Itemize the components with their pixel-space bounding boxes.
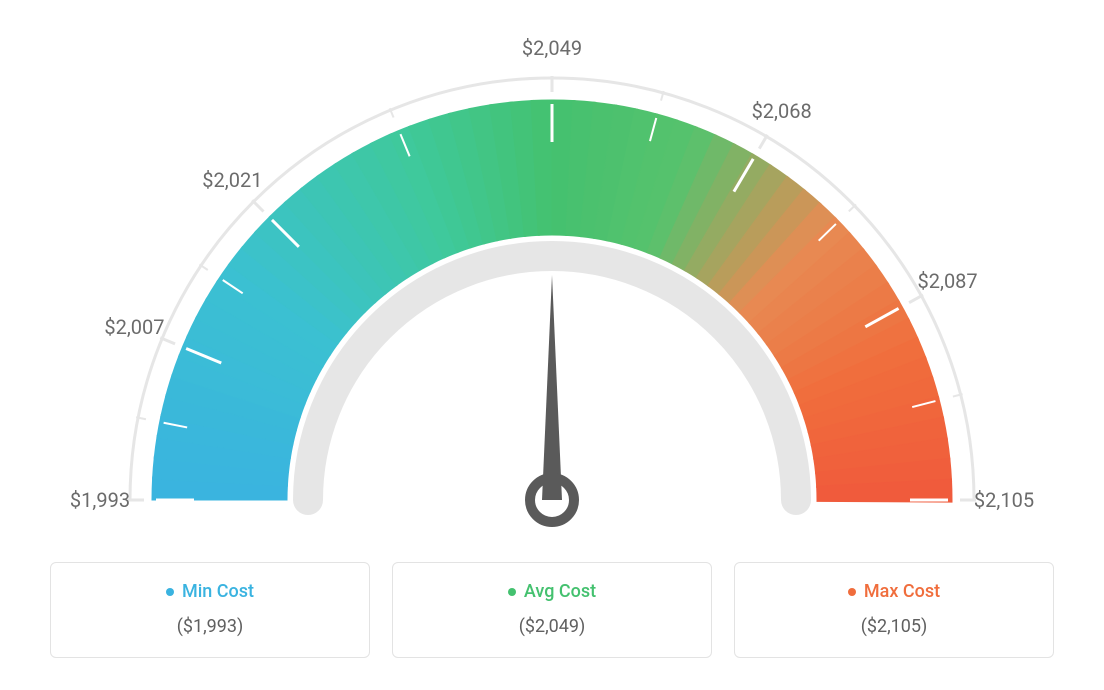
legend-dot-min [166,588,174,596]
legend-label-min: Min Cost [182,581,254,602]
legend-value-avg: ($2,049) [393,616,711,637]
gauge-tick-label: $1,993 [70,488,130,512]
legend-value-min: ($1,993) [51,616,369,637]
legend-dot-avg [508,588,516,596]
legend-title-max: Max Cost [848,581,940,602]
legend-card-avg: Avg Cost ($2,049) [392,562,712,659]
legend-card-min: Min Cost ($1,993) [50,562,370,659]
legend-value-max: ($2,105) [735,616,1053,637]
legend-title-min: Min Cost [166,581,254,602]
gauge-tick-label: $2,068 [752,99,812,123]
gauge-svg [52,30,1052,550]
legend-row: Min Cost ($1,993) Avg Cost ($2,049) Max … [50,562,1054,659]
legend-card-max: Max Cost ($2,105) [734,562,1054,659]
legend-title-avg: Avg Cost [508,581,596,602]
gauge-tick-label: $2,105 [974,488,1034,512]
legend-label-avg: Avg Cost [524,581,596,602]
legend-label-max: Max Cost [864,581,940,602]
legend-dot-max [848,588,856,596]
gauge-tick-label: $2,049 [522,36,582,60]
gauge-chart: $1,993 $2,007 $2,021 $2,049 $2,068 $2,087 $2,1… [52,30,1052,550]
gauge-tick-label: $2,007 [104,315,164,339]
gauge-tick-label: $2,021 [202,168,262,192]
gauge-tick-label: $2,087 [918,269,978,293]
